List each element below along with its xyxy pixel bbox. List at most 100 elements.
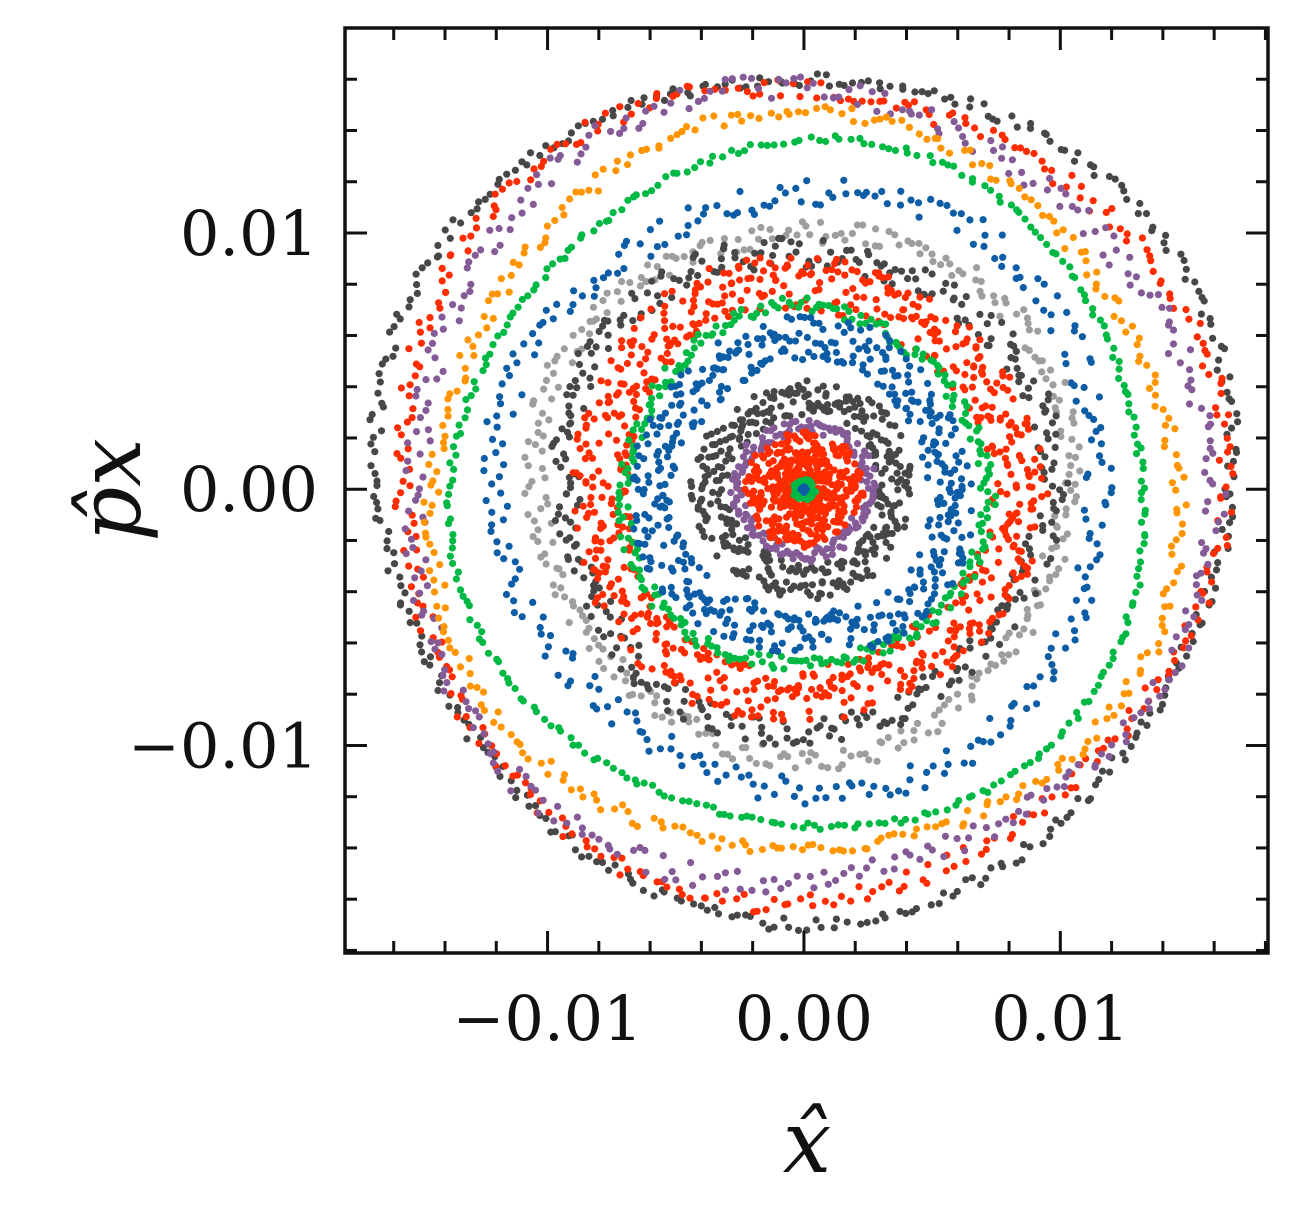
scatter-point (698, 418, 706, 426)
scatter-point (714, 649, 722, 657)
scatter-point (1013, 532, 1021, 540)
scatter-point (676, 708, 684, 716)
scatter-point (424, 346, 432, 354)
scatter-point (1007, 201, 1016, 209)
scatter-point (798, 509, 806, 517)
scatter-point (1016, 500, 1024, 508)
scatter-point (444, 520, 453, 528)
scatter-point (1001, 591, 1009, 599)
scatter-point (697, 902, 705, 910)
scatter-point (868, 699, 877, 707)
scatter-point (781, 412, 789, 420)
scatter-point (769, 251, 777, 260)
scatter-point (925, 627, 934, 635)
scatter-point (1018, 856, 1026, 864)
scatter-point (985, 629, 993, 637)
scatter-point (757, 141, 765, 149)
scatter-point (900, 672, 909, 681)
scatter-point (1120, 187, 1128, 195)
scatter-point (886, 647, 894, 655)
scatter-point (690, 336, 698, 344)
scatter-point (631, 709, 640, 717)
scatter-point (828, 266, 836, 274)
scatter-point (1229, 470, 1237, 478)
scatter-point (963, 462, 971, 470)
scatter-point (426, 324, 434, 332)
scatter-point (448, 544, 456, 552)
scatter-point (924, 729, 933, 737)
scatter-point (1192, 581, 1200, 589)
scatter-point (878, 739, 886, 747)
scatter-point (1091, 227, 1099, 236)
scatter-point (659, 588, 667, 596)
scatter-point (1170, 579, 1178, 587)
scatter-point (710, 628, 718, 636)
scatter-point (1046, 174, 1054, 182)
scatter-point (579, 502, 587, 510)
scatter-point (784, 615, 793, 623)
scatter-point (600, 633, 608, 641)
scatter-point (663, 453, 672, 461)
scatter-point (547, 145, 555, 153)
scatter-point (1023, 414, 1031, 422)
scatter-point (953, 690, 962, 698)
scatter-point (612, 167, 620, 175)
scatter-point (1195, 287, 1203, 295)
scatter-point (714, 777, 722, 786)
scatter-point (898, 106, 907, 114)
scatter-point (938, 719, 946, 728)
scatter-point (847, 897, 855, 905)
scatter-point (831, 260, 839, 268)
scatter-point (488, 480, 496, 488)
scatter-point (816, 218, 825, 226)
scatter-point (1136, 199, 1144, 208)
scatter-point (785, 923, 793, 931)
scatter-point (1144, 697, 1152, 706)
scatter-point (917, 658, 926, 666)
scatter-point (966, 216, 974, 224)
scatter-point (1052, 412, 1060, 420)
scatter-point (869, 888, 877, 896)
scatter-point (904, 417, 913, 425)
scatter-point (1226, 443, 1234, 451)
scatter-point (1110, 344, 1118, 352)
scatter-point (1029, 179, 1037, 187)
scatter-point (902, 389, 910, 397)
scatter-point (1172, 633, 1180, 641)
scatter-point (910, 736, 918, 744)
scatter-point (851, 460, 859, 468)
scatter-point (801, 109, 810, 117)
scatter-point (700, 644, 708, 653)
scatter-point (629, 426, 637, 434)
scatter-point (812, 200, 820, 208)
scatter-point (1047, 741, 1055, 749)
scatter-point (564, 246, 572, 254)
scatter-point (867, 98, 875, 106)
scatter-point (992, 661, 1000, 670)
scatter-point (1070, 327, 1078, 335)
scatter-point (924, 461, 932, 469)
scatter-point (878, 408, 886, 416)
scatter-point (1054, 760, 1062, 769)
scatter-point (1187, 632, 1195, 640)
scatter-point (971, 124, 979, 132)
scatter-point (636, 240, 644, 248)
scatter-point (901, 98, 909, 106)
scatter-point (1044, 396, 1052, 404)
scatter-point (865, 756, 873, 764)
scatter-point (987, 385, 995, 393)
scatter-point (1215, 456, 1223, 464)
scatter-point (1062, 360, 1070, 368)
scatter-point (1132, 423, 1140, 431)
scatter-point (1065, 470, 1073, 478)
scatter-point (644, 685, 653, 693)
scatter-point (965, 834, 973, 842)
scatter-point (557, 463, 565, 471)
scatter-point (913, 630, 921, 638)
scatter-point (989, 126, 998, 134)
scatter-point (846, 670, 854, 678)
scatter-point (1233, 410, 1241, 418)
scatter-point (729, 531, 737, 539)
scatter-point (709, 364, 718, 372)
scatter-point (462, 396, 470, 404)
